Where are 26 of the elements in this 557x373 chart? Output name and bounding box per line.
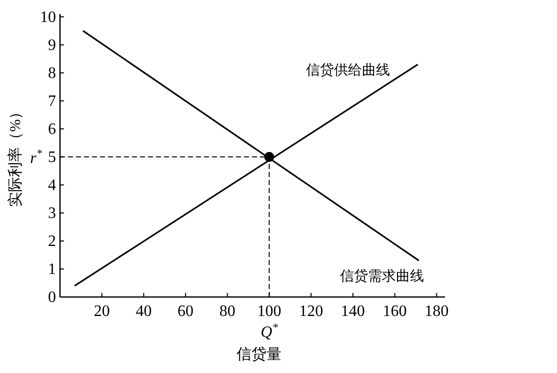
x-tick-label: 160: [382, 303, 407, 320]
series-label: 信贷需求曲线: [340, 268, 424, 285]
x-tick-label: 20: [94, 303, 110, 320]
x-tick-label: 180: [424, 303, 449, 320]
y-tick-label: 8: [48, 64, 56, 82]
y-axis-title: 实际利率（%）: [7, 104, 24, 207]
y-tick-label: 9: [48, 36, 56, 54]
x-tick-label: 140: [340, 303, 365, 320]
y-tick-label: 10: [40, 8, 56, 26]
y-tick-label: 5: [48, 148, 56, 166]
annotation: Q$^{*}$: [260, 322, 278, 341]
x-tick-label: 120: [299, 303, 324, 320]
x-tick-label: 40: [136, 303, 152, 320]
y-tick-label: 6: [48, 120, 56, 138]
y-tick-label: 0: [48, 289, 56, 306]
x-tick-label: 60: [178, 303, 194, 320]
series-label: 信贷供给曲线: [306, 62, 390, 78]
y-tick-label: 1: [48, 260, 56, 278]
x-tick-label: 80: [219, 303, 236, 320]
y-tick-label: 4: [48, 176, 56, 194]
x-axis-title: 信贷量: [236, 346, 282, 363]
x-tick-label: 100: [257, 303, 282, 320]
annotation: r$^{*}$: [30, 148, 42, 167]
y-tick-label: 3: [48, 204, 56, 222]
y-tick-label: 7: [48, 92, 56, 110]
y-tick-label: 2: [48, 232, 56, 250]
